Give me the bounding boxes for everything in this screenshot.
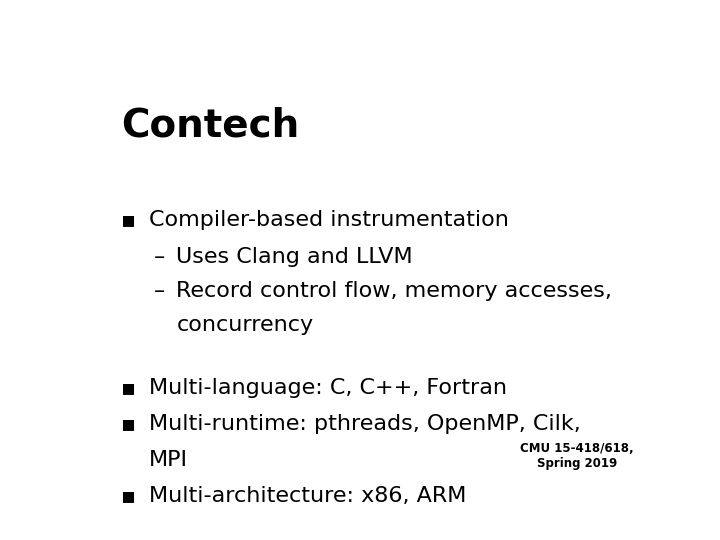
Text: ▪: ▪ bbox=[121, 211, 136, 231]
Text: Multi-architecture: x86, ARM: Multi-architecture: x86, ARM bbox=[148, 487, 466, 507]
Text: ▪: ▪ bbox=[121, 414, 136, 434]
Text: CMU 15-418/618,
Spring 2019: CMU 15-418/618, Spring 2019 bbox=[521, 442, 634, 470]
Text: Compiler-based instrumentation: Compiler-based instrumentation bbox=[148, 211, 508, 231]
Text: Record control flow, memory accesses,: Record control flow, memory accesses, bbox=[176, 281, 613, 301]
Text: Contech: Contech bbox=[121, 106, 299, 144]
Text: –: – bbox=[154, 246, 166, 267]
Text: Multi-runtime: pthreads, OpenMP, Cilk,: Multi-runtime: pthreads, OpenMP, Cilk, bbox=[148, 414, 580, 434]
Text: concurrency: concurrency bbox=[176, 315, 314, 335]
Text: Uses Clang and LLVM: Uses Clang and LLVM bbox=[176, 246, 413, 267]
Text: Multi-language: C, C++, Fortran: Multi-language: C, C++, Fortran bbox=[148, 378, 507, 398]
Text: ▪: ▪ bbox=[121, 378, 136, 398]
Text: MPI: MPI bbox=[148, 450, 188, 470]
Text: –: – bbox=[154, 281, 166, 301]
Text: ▪: ▪ bbox=[121, 487, 136, 507]
